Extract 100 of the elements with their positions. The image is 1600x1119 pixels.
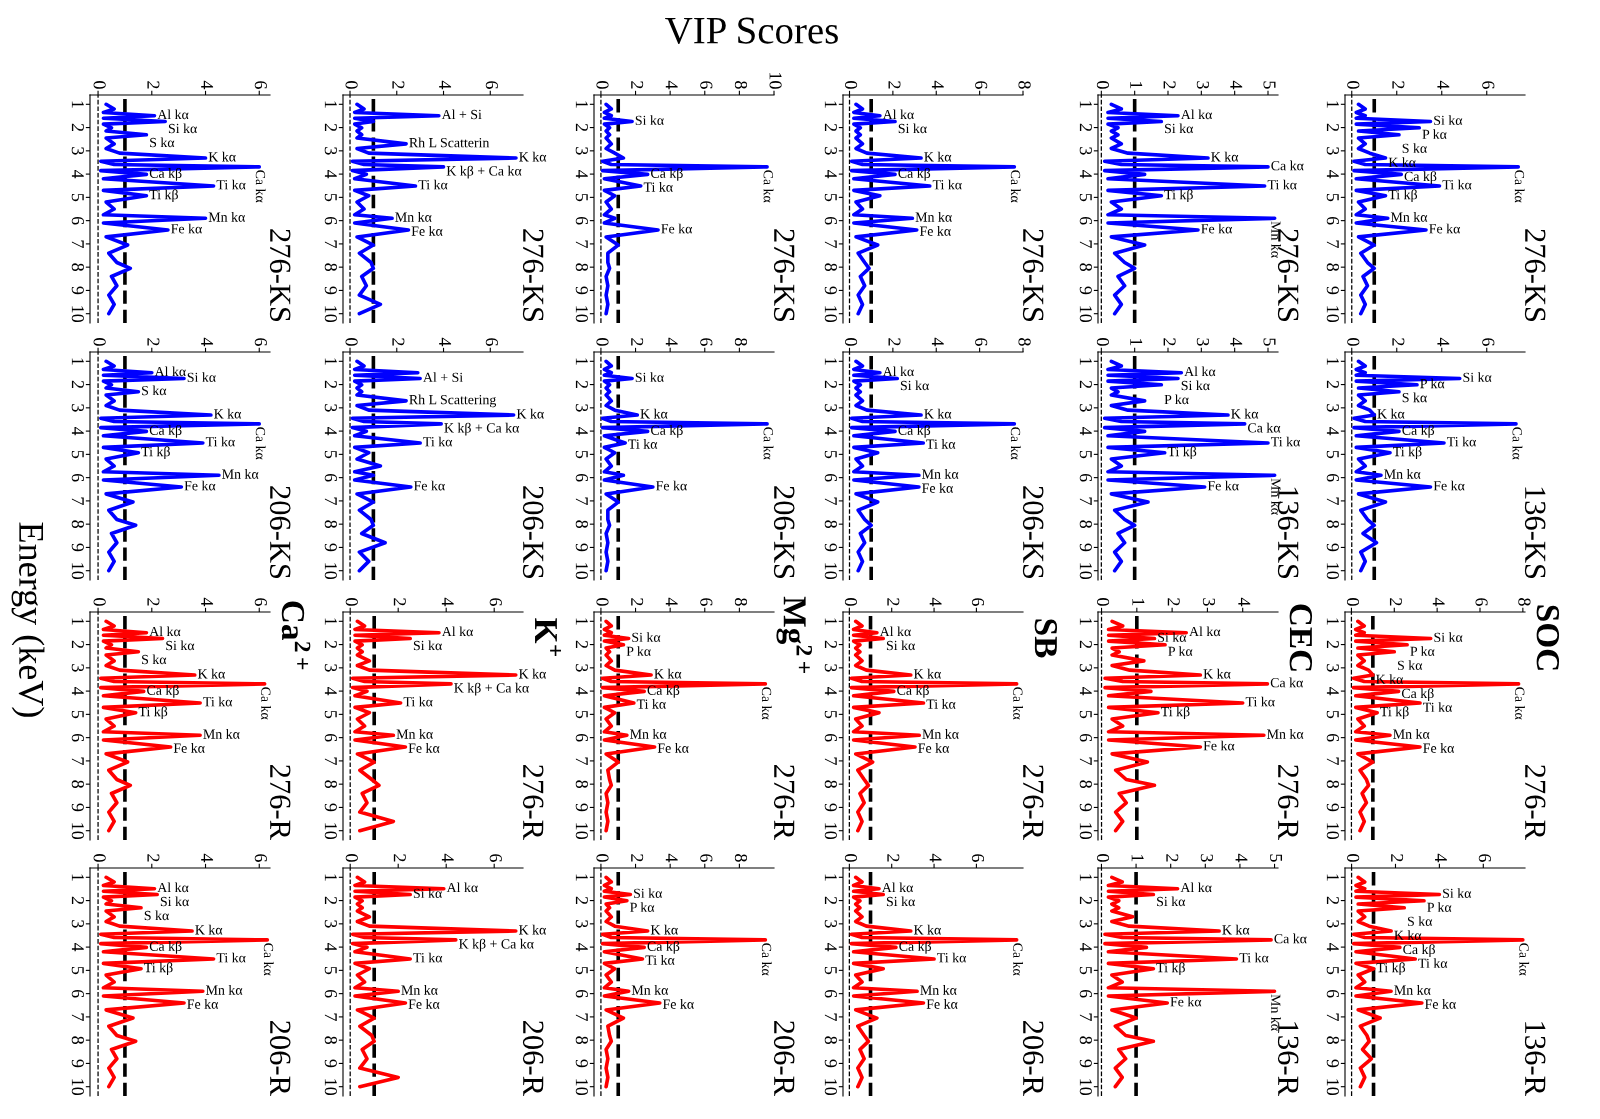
annotation: Ti kα <box>926 699 956 709</box>
x-tick-label: 6 <box>971 854 985 862</box>
y-tick-label: 1 <box>1079 618 1092 625</box>
x-tick-label: 0 <box>93 598 106 606</box>
annotation: Ti kβ <box>1376 962 1406 976</box>
annotation: K kα <box>1211 151 1239 162</box>
annotation: Si kα <box>166 640 195 651</box>
text: 276-R <box>1277 764 1299 840</box>
y-tick-label: 9 <box>575 1059 588 1068</box>
annotation: Al kα <box>879 626 911 637</box>
x-tick-label: 0 <box>345 598 358 606</box>
y-tick-label: 1 <box>824 618 837 625</box>
y-tick-label: 10 <box>1326 563 1339 580</box>
x-tick-label: 6 <box>700 81 713 89</box>
x-tick-label: 4 <box>929 853 942 863</box>
annotation: Al kα <box>157 109 189 120</box>
annotation: Ti kβ <box>1161 706 1190 720</box>
y-tick-label: 7 <box>1079 757 1092 765</box>
y-tick-label: 3 <box>1326 664 1339 672</box>
y-tick-label: 7 <box>324 1013 337 1021</box>
y-tick-label: 4 <box>324 169 337 179</box>
y-tick-label: 3 <box>324 920 337 928</box>
y-tick-label: 3 <box>71 920 84 928</box>
x-tick-label: 2 <box>147 81 160 89</box>
y-tick-label: 10 <box>1079 1079 1092 1096</box>
x-tick-label: 4 <box>1437 80 1450 90</box>
y-tick-label: 6 <box>824 473 837 482</box>
annotation: Fe kα <box>1170 996 1202 1007</box>
x-tick-label: 4 <box>1235 853 1248 863</box>
y-tick-label: 7 <box>71 757 84 765</box>
annotation: Ti kα <box>423 436 453 447</box>
y-tick-label: 4 <box>1326 686 1339 696</box>
y-tick-label: 2 <box>575 896 588 905</box>
annotation: P kα <box>626 646 651 656</box>
x-tick-label: 0 <box>345 81 358 89</box>
y-tick-label: 4 <box>1326 426 1339 436</box>
x-tick-label: 1 <box>1130 339 1143 346</box>
y-tick-label: 6 <box>324 216 337 225</box>
y-tick-label: 9 <box>1079 1059 1092 1068</box>
annotation: Si kα <box>635 115 664 125</box>
annotation: Ca kβ <box>647 940 680 954</box>
y-tick-label: 1 <box>71 874 84 881</box>
x-tick-label: 0 <box>1347 338 1360 346</box>
x-tick-label: 0 <box>596 598 609 606</box>
y-tick-label: 8 <box>1326 520 1339 528</box>
y-tick-label: 7 <box>575 1013 588 1021</box>
y-tick-label: 9 <box>1326 803 1339 812</box>
x-tick-label: 6 <box>971 598 985 606</box>
y-tick-label: 3 <box>824 920 837 928</box>
y-tick-label: 7 <box>1326 497 1339 505</box>
annotation: Si kα <box>168 123 197 134</box>
x-tick-label: 2 <box>631 598 644 606</box>
y-tick-label: 4 <box>71 169 84 179</box>
y-tick-label: 8 <box>1326 263 1339 271</box>
annotation: Al + Si <box>423 372 463 382</box>
y-tick-label: 4 <box>1079 426 1092 436</box>
annotation: Ti kα <box>1442 179 1472 190</box>
annotation: Si kα <box>1463 372 1492 382</box>
y-tick-label: 9 <box>324 286 337 295</box>
annotation: Ti kα <box>1447 436 1477 447</box>
y-tick-label: 6 <box>575 473 588 482</box>
x-tick-label: 2 <box>392 338 405 346</box>
y-tick-label: 1 <box>824 874 837 881</box>
y-tick-label: 1 <box>324 874 337 881</box>
y-tick-label: 8 <box>71 520 84 528</box>
annotation: Ti kα <box>926 439 956 449</box>
x-tick-label: 0 <box>596 338 609 346</box>
chart-subtitle: SB <box>1034 619 1058 658</box>
y-tick-label: 9 <box>324 543 337 552</box>
y-tick-label: 6 <box>824 216 837 225</box>
annotation: Ti kβ <box>1164 189 1193 203</box>
y-tick-label: 3 <box>324 664 337 672</box>
annotation: Fe kα <box>413 480 445 491</box>
y-tick-label: 6 <box>575 216 588 225</box>
y-tick-label: 5 <box>324 193 337 202</box>
y-tick-label: 4 <box>824 942 837 952</box>
annotation: Mn kα <box>203 729 240 739</box>
y-tick-label: 3 <box>575 147 588 155</box>
y-tick-label: 9 <box>824 803 837 812</box>
y-tick-label: 3 <box>824 664 837 672</box>
x-tick-label: 0 <box>844 854 858 862</box>
annotation: Fe kα <box>411 226 443 236</box>
y-tick-label: 3 <box>575 404 588 412</box>
x-tick-label: 4 <box>1230 337 1243 347</box>
annotation: Mn kα <box>920 985 957 995</box>
y-tick-label: 5 <box>575 450 588 459</box>
annotation: Ti kα <box>1239 952 1269 963</box>
x-tick-label: 0 <box>1346 598 1360 606</box>
annotation: S kα <box>1397 660 1423 670</box>
y-tick-label: 1 <box>324 101 337 108</box>
annotation: Si kα <box>632 632 661 642</box>
y-tick-label: 4 <box>1079 686 1092 696</box>
x-tick-label: 0 <box>93 81 106 89</box>
y-tick-label: 4 <box>575 942 588 952</box>
annotation: Ti kα <box>205 436 235 447</box>
y-tick-label: 2 <box>324 380 337 389</box>
y-tick-label: 2 <box>324 123 337 132</box>
y-tick-label: 10 <box>324 823 337 840</box>
y-tick-label: 2 <box>824 896 837 905</box>
y-tick-label: 1 <box>71 618 84 625</box>
